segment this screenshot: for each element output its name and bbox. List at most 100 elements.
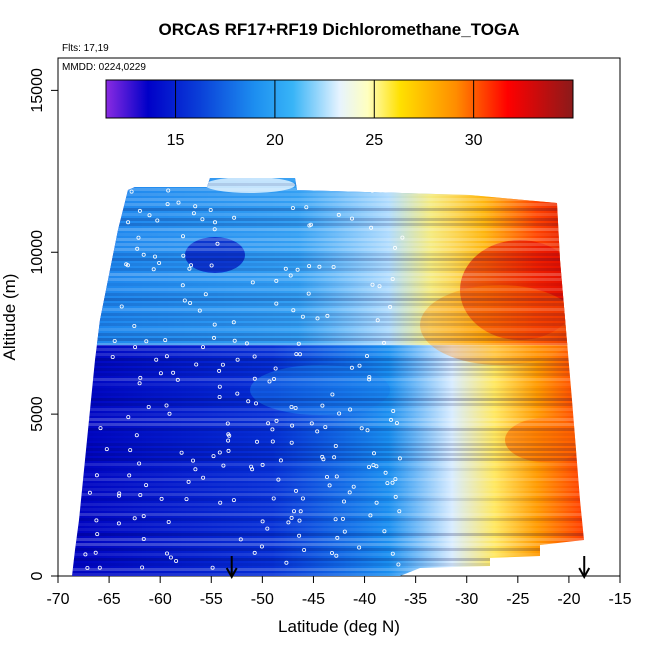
sample-point: [370, 282, 375, 287]
sample-point: [232, 338, 237, 343]
sample-point: [253, 401, 258, 406]
sample-point: [132, 323, 137, 328]
sample-point: [300, 314, 305, 319]
field-stripe: [72, 413, 584, 416]
sample-point: [266, 421, 271, 426]
sample-point: [187, 266, 192, 271]
sample-point: [270, 439, 275, 444]
field-stripe: [72, 478, 584, 481]
sample-point: [329, 551, 334, 556]
sample-point: [259, 544, 264, 549]
sample-point: [87, 490, 92, 495]
sample-point: [159, 496, 164, 501]
sample-point: [270, 427, 275, 432]
field-stripe: [72, 523, 584, 526]
sample-point: [190, 458, 195, 463]
y-tick-label: 5000: [29, 396, 46, 432]
sample-point: [371, 451, 376, 456]
sample-point: [218, 500, 223, 505]
field-stripe: [72, 518, 584, 521]
sample-point: [188, 300, 193, 305]
sample-point: [151, 267, 156, 272]
sample-point: [296, 341, 301, 346]
heatmap-field: [72, 178, 584, 576]
field-stripe: [72, 383, 584, 386]
sample-point: [127, 473, 132, 478]
sample-point: [174, 559, 179, 564]
sample-point: [330, 392, 335, 397]
sample-point: [137, 461, 142, 466]
y-tick-label: 15000: [29, 68, 46, 113]
sample-point: [289, 440, 294, 445]
sample-point: [271, 376, 276, 381]
field-stripe: [72, 393, 584, 396]
sample-point: [367, 375, 372, 380]
field-stripe: [72, 463, 584, 466]
sample-point: [291, 308, 296, 313]
sample-point: [288, 273, 293, 278]
field-stripe: [72, 253, 584, 256]
sample-point: [83, 552, 88, 557]
sample-point: [203, 292, 208, 297]
sample-point: [116, 521, 121, 526]
x-tick-label: -65: [98, 591, 121, 608]
sample-point: [220, 362, 225, 367]
sample-point: [286, 520, 291, 525]
sample-point: [271, 496, 276, 501]
sample-point: [278, 458, 283, 463]
sample-point: [212, 227, 217, 232]
sample-point: [375, 318, 380, 323]
sample-point: [348, 407, 353, 412]
x-tick-label: -60: [149, 591, 172, 608]
sample-point: [146, 404, 151, 409]
field-stripe: [72, 248, 584, 251]
sample-point: [347, 490, 352, 495]
sample-point: [388, 304, 393, 309]
sample-point: [119, 304, 124, 309]
sample-point: [93, 550, 98, 555]
sample-point: [297, 352, 302, 357]
field-stripe: [72, 213, 584, 216]
sample-point: [274, 301, 279, 306]
sample-point: [309, 421, 314, 426]
sample-point: [317, 264, 322, 269]
sample-point: [320, 403, 325, 408]
sample-point: [385, 481, 390, 486]
sample-point: [274, 278, 279, 283]
x-tick-label: -15: [608, 591, 631, 608]
field-stripe: [72, 233, 584, 236]
y-axis: 0 5000 10000 15000: [29, 68, 58, 580]
sample-point: [250, 467, 255, 472]
sample-point: [95, 532, 100, 537]
field-stripe: [72, 543, 584, 546]
sample-point: [138, 492, 143, 497]
field-stripe: [72, 353, 584, 356]
sample-point: [291, 509, 296, 514]
field-stripe: [72, 423, 584, 426]
sample-point: [377, 284, 382, 289]
sample-point: [293, 405, 298, 410]
sample-point: [394, 421, 399, 426]
sample-point: [157, 260, 162, 265]
sample-point: [134, 433, 139, 438]
field-stripe: [72, 493, 584, 496]
sample-point: [137, 381, 142, 386]
sample-point: [289, 515, 294, 520]
sample-point: [235, 391, 240, 396]
sample-point: [315, 316, 320, 321]
sample-point: [364, 353, 369, 358]
sample-point: [397, 456, 402, 461]
sample-point: [166, 520, 171, 525]
field-stripe: [72, 268, 584, 271]
sample-point: [221, 463, 226, 468]
field-stripe: [72, 408, 584, 411]
field-stripe: [72, 293, 584, 296]
field-stripe: [72, 443, 584, 446]
sample-point: [252, 550, 257, 555]
field-stripe: [72, 313, 584, 316]
field-stripe: [72, 528, 584, 531]
sample-point: [341, 499, 346, 504]
field-dark-blob: [185, 237, 245, 273]
sample-point: [276, 477, 281, 482]
sample-point: [369, 225, 374, 230]
